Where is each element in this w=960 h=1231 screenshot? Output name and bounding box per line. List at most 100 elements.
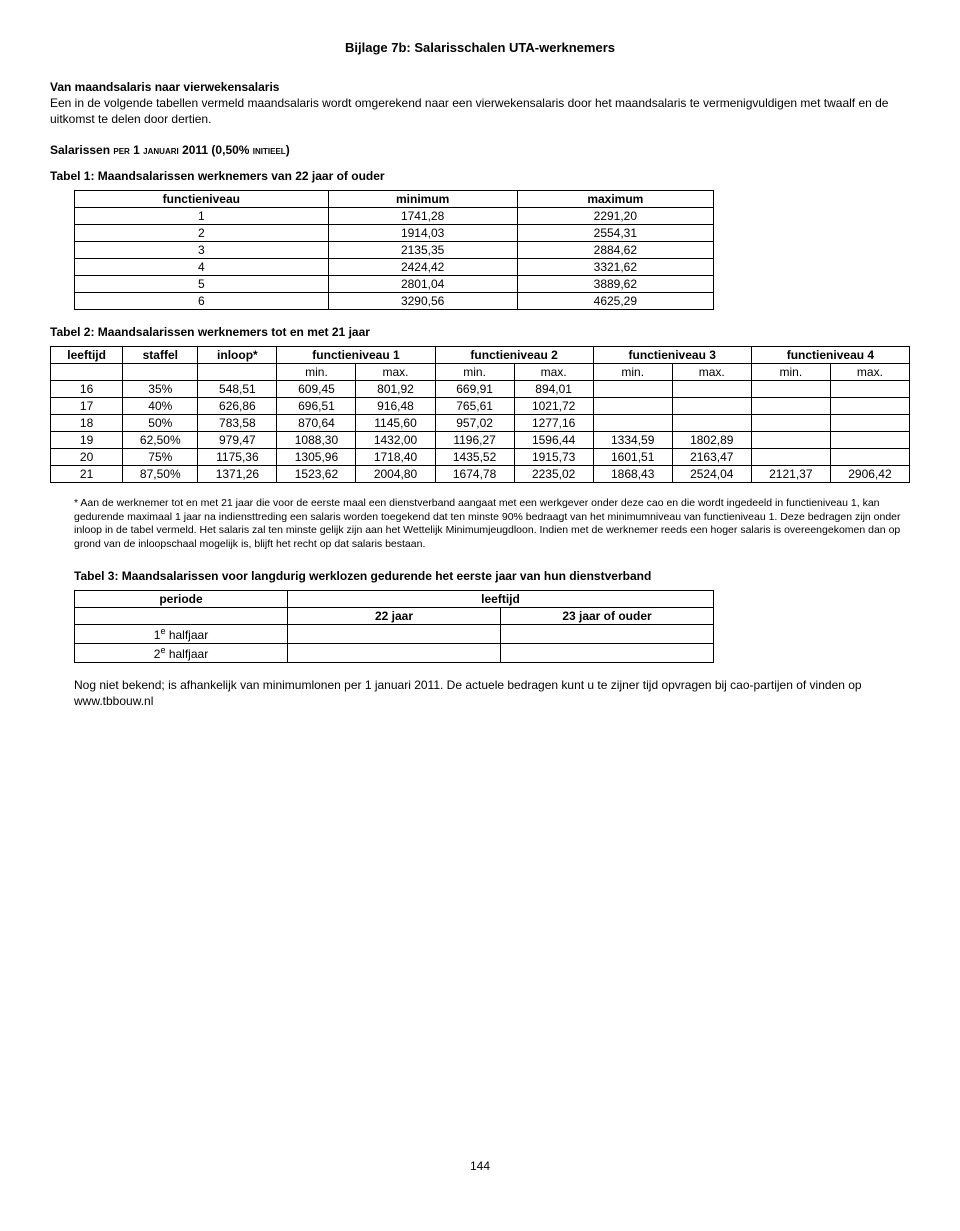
table-cell: 1175,36 <box>198 449 277 466</box>
table-cell: 1334,59 <box>593 432 672 449</box>
table-cell: 20 <box>51 449 123 466</box>
table-cell: 2004,80 <box>356 466 435 483</box>
table-cell: 1802,89 <box>672 432 751 449</box>
table-cell <box>751 449 830 466</box>
t2h1-2: inloop* <box>198 347 277 364</box>
sal-mid: 2011 (0,50% <box>179 143 253 157</box>
table-cell: 1914,03 <box>328 224 517 241</box>
intro-heading: Van maandsalaris naar vierwekensalaris <box>50 80 279 94</box>
table-cell <box>751 432 830 449</box>
table-cell: 1305,96 <box>277 449 356 466</box>
table-row: 32135,352884,62 <box>75 241 714 258</box>
table-cell: 1718,40 <box>356 449 435 466</box>
table2: leeftijd staffel inloop* functieniveau 1… <box>50 346 910 483</box>
t3-s2: 23 jaar of ouder <box>501 607 714 624</box>
table-cell: 1674,78 <box>435 466 514 483</box>
table-cell: 696,51 <box>277 398 356 415</box>
t3-r1-c2 <box>501 624 714 643</box>
t1-h0: functieniveau <box>75 190 329 207</box>
table-cell: 1868,43 <box>593 466 672 483</box>
table-cell <box>751 381 830 398</box>
t3-r2-c2 <box>501 643 714 662</box>
t1-h1: minimum <box>328 190 517 207</box>
table-cell <box>830 449 909 466</box>
salarissen-heading: Salarissen per 1 januari 2011 (0,50% ini… <box>50 142 910 158</box>
table-cell: 3 <box>75 241 329 258</box>
t2h1-1: staffel <box>123 347 198 364</box>
table-row: 1740%626,86696,51916,48765,611021,72 <box>51 398 910 415</box>
table-cell: 2554,31 <box>517 224 713 241</box>
page-number: 144 <box>50 1159 910 1173</box>
table-cell: 3290,56 <box>328 292 517 309</box>
table-cell <box>830 381 909 398</box>
t3-s-blank <box>75 607 288 624</box>
t2h2-7: min. <box>593 364 672 381</box>
t3-h-leeftijd: leeftijd <box>288 590 714 607</box>
table-cell: 894,01 <box>514 381 593 398</box>
table-cell: 870,64 <box>277 415 356 432</box>
table-cell <box>751 415 830 432</box>
t3-head2: 22 jaar 23 jaar of ouder <box>75 607 714 624</box>
t2h2-6: max. <box>514 364 593 381</box>
table-cell: 2121,37 <box>751 466 830 483</box>
sal-post: ) <box>286 143 290 157</box>
t2h2-4: max. <box>356 364 435 381</box>
table-cell: 2163,47 <box>672 449 751 466</box>
table-cell: 1523,62 <box>277 466 356 483</box>
table-cell <box>672 381 751 398</box>
table-cell: 3321,62 <box>517 258 713 275</box>
t3-r1-label: 1e halfjaar <box>75 624 288 643</box>
table-cell: 2424,42 <box>328 258 517 275</box>
t2h1-3: functieniveau 1 <box>277 347 435 364</box>
table-cell: 2 <box>75 224 329 241</box>
table-cell: 548,51 <box>198 381 277 398</box>
table-row: 1635%548,51609,45801,92669,91894,01 <box>51 381 910 398</box>
table3: periode leeftijd 22 jaar 23 jaar of oude… <box>74 590 714 663</box>
sal-sc1: per 1 januari <box>113 143 178 157</box>
t2h1-5: functieniveau 3 <box>593 347 751 364</box>
sal-pre: Salarissen <box>50 143 113 157</box>
table-cell <box>593 415 672 432</box>
table-cell: 1371,26 <box>198 466 277 483</box>
table-cell: 765,61 <box>435 398 514 415</box>
table-cell <box>672 415 751 432</box>
table-row: 1850%783,58870,641145,60957,021277,16 <box>51 415 910 432</box>
table-cell: 16 <box>51 381 123 398</box>
table-cell: 979,47 <box>198 432 277 449</box>
t2h2-0 <box>51 364 123 381</box>
table-cell: 1601,51 <box>593 449 672 466</box>
table-cell: 2801,04 <box>328 275 517 292</box>
table-cell: 40% <box>123 398 198 415</box>
table-cell: 1596,44 <box>514 432 593 449</box>
table-cell: 18 <box>51 415 123 432</box>
table-row: 11741,282291,20 <box>75 207 714 224</box>
table3-note: Nog niet bekend; is afhankelijk van mini… <box>74 677 910 709</box>
t2h1-4: functieniveau 2 <box>435 347 593 364</box>
table-cell: 916,48 <box>356 398 435 415</box>
table1: functieniveau minimum maximum 11741,2822… <box>74 190 714 310</box>
t3-head1: periode leeftijd <box>75 590 714 607</box>
t2h2-3: min. <box>277 364 356 381</box>
table1-caption: Tabel 1: Maandsalarissen werknemers van … <box>50 168 910 184</box>
table-row: 2187,50%1371,261523,622004,801674,782235… <box>51 466 910 483</box>
t3-row2: 2e halfjaar <box>75 643 714 662</box>
table-cell: 2884,62 <box>517 241 713 258</box>
t3-r1-c1 <box>288 624 501 643</box>
t2h1-6: functieniveau 4 <box>751 347 909 364</box>
t2h2-8: max. <box>672 364 751 381</box>
table-cell <box>830 398 909 415</box>
t3-r2-c1 <box>288 643 501 662</box>
table-cell: 669,91 <box>435 381 514 398</box>
table1-header-row: functieniveau minimum maximum <box>75 190 714 207</box>
t2h2-5: min. <box>435 364 514 381</box>
table2-footnote: * Aan de werknemer tot en met 21 jaar di… <box>74 497 910 552</box>
t2h1-0: leeftijd <box>51 347 123 364</box>
intro-paragraph: Van maandsalaris naar vierwekensalaris E… <box>50 79 910 128</box>
table-cell: 1435,52 <box>435 449 514 466</box>
table-cell <box>593 398 672 415</box>
table-cell <box>672 398 751 415</box>
table-cell: 19 <box>51 432 123 449</box>
table-cell: 2291,20 <box>517 207 713 224</box>
t2h2-2 <box>198 364 277 381</box>
table-cell: 1 <box>75 207 329 224</box>
